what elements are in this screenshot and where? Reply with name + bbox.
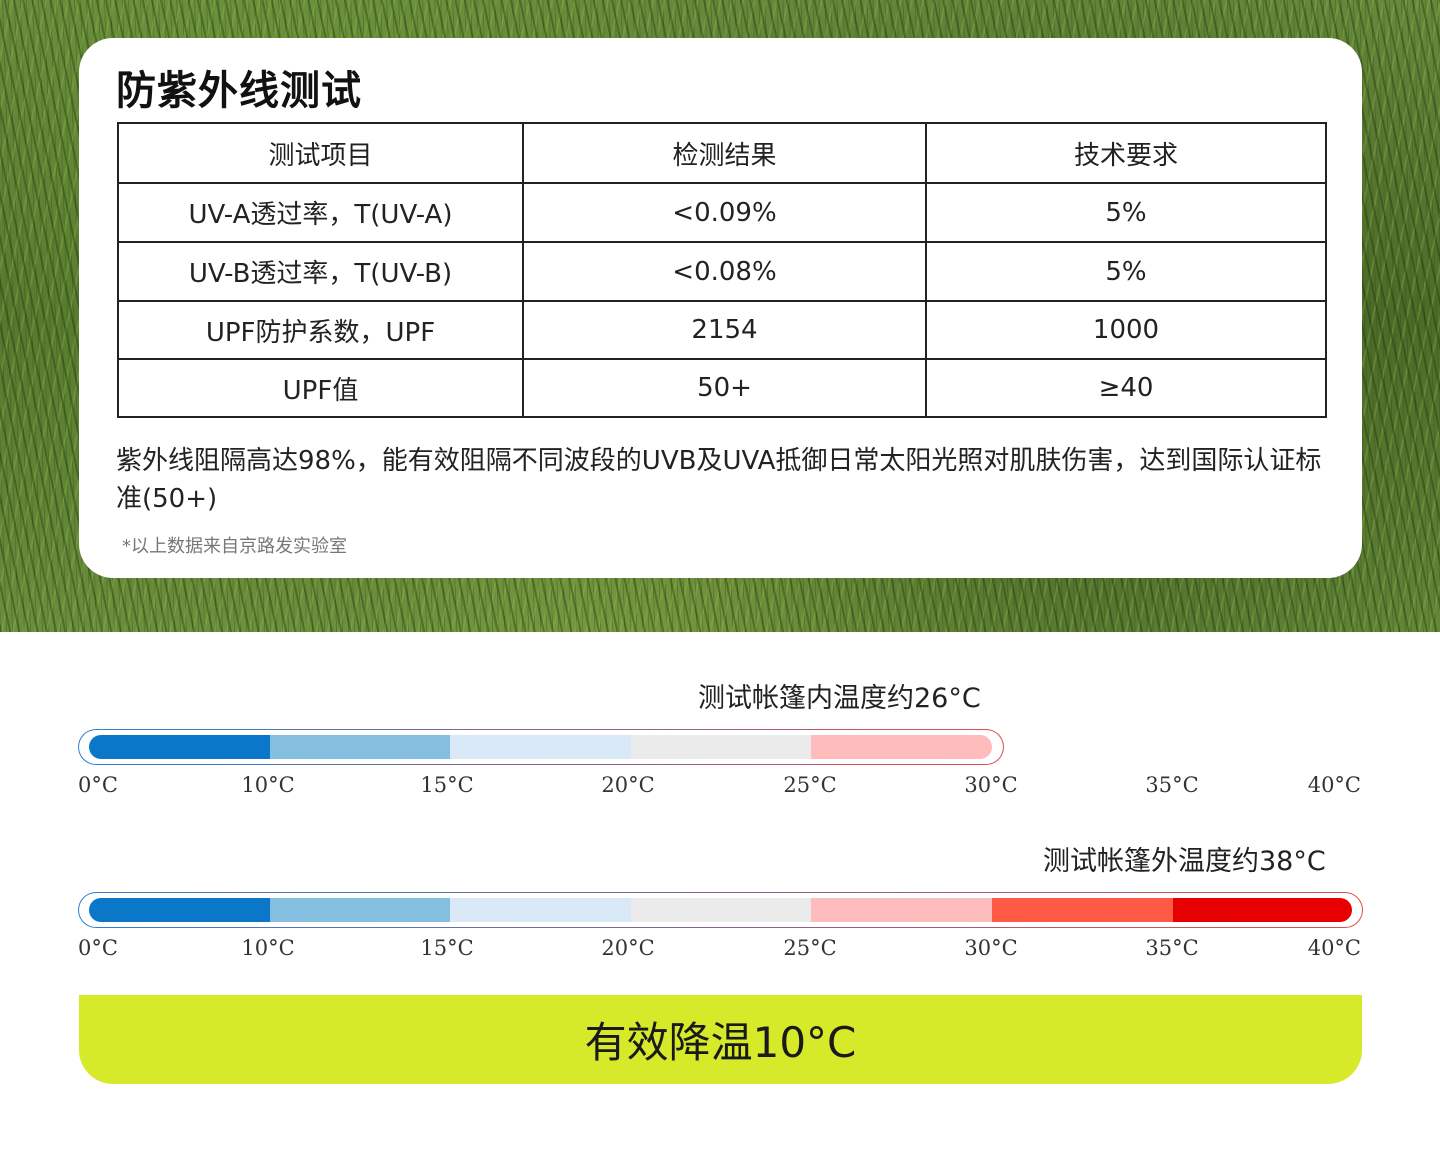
table-cell: 5% bbox=[925, 243, 1325, 300]
temperature-segment bbox=[450, 735, 632, 759]
scale-tick-label: 30°C bbox=[964, 773, 1018, 797]
scale-tick-label: 30°C bbox=[964, 936, 1018, 960]
scale-tick-label: 15°C bbox=[420, 773, 474, 797]
scale-tick-label: 20°C bbox=[601, 936, 655, 960]
scale-tick-label: 10°C bbox=[241, 936, 295, 960]
table-cell: 1000 bbox=[925, 302, 1325, 358]
temperature-segment bbox=[269, 735, 452, 759]
temperature-segment bbox=[1172, 898, 1352, 922]
table-header-cell: 检测结果 bbox=[522, 124, 925, 182]
outside-temperature-bar bbox=[89, 898, 1352, 922]
temperature-segment bbox=[992, 898, 1174, 922]
table-cell: UPF值 bbox=[282, 375, 359, 406]
table-row: UPF防护系数，UPF 2154 1000 bbox=[119, 300, 1325, 358]
table-row: UPF值 50+ ≥40 bbox=[119, 358, 1325, 416]
scale-tick-label: 40°C bbox=[1307, 936, 1361, 960]
scale-tick-label: 10°C bbox=[241, 773, 295, 797]
inside-temperature-bar bbox=[89, 735, 992, 759]
scale-tick-label: 35°C bbox=[1145, 936, 1199, 960]
temperature-segment bbox=[811, 898, 993, 922]
uv-description: 紫外线阻隔高达98%，能有效阻隔不同波段的UVB及UVA抵御日常太阳光照对肌肤伤… bbox=[116, 446, 1322, 514]
table-cell: 5% bbox=[925, 184, 1325, 241]
temperature-segment bbox=[89, 898, 271, 922]
temperature-segment bbox=[269, 898, 452, 922]
table-header-cell: 技术要求 bbox=[925, 124, 1325, 182]
table-cell: ≥40 bbox=[925, 360, 1325, 416]
scale-tick-label: 0°C bbox=[78, 773, 118, 797]
scale-tick-label: 40°C bbox=[1307, 773, 1361, 797]
table-cell: UV-A透过率，T(UV-A) bbox=[188, 200, 453, 230]
temperature-segment bbox=[630, 898, 813, 922]
table-cell: <0.08% bbox=[522, 243, 925, 300]
scale-tick-label: 35°C bbox=[1145, 773, 1199, 797]
scale-tick-label: 25°C bbox=[783, 936, 837, 960]
table-header-cell: 测试项目 bbox=[268, 140, 373, 171]
table-cell: <0.09% bbox=[522, 184, 925, 241]
cooling-banner: 有效降温10°C bbox=[79, 995, 1362, 1084]
table-header-row: 测试项目 检测结果 技术要求 bbox=[119, 124, 1325, 182]
table-cell: UPF防护系数，UPF bbox=[205, 317, 436, 348]
temperature-segment bbox=[630, 735, 813, 759]
scale-tick-label: 25°C bbox=[783, 773, 837, 797]
temperature-segment bbox=[811, 735, 992, 759]
table-row: UV-A透过率，T(UV-A) <0.09% 5% bbox=[119, 182, 1325, 241]
temperature-segment bbox=[450, 898, 632, 922]
scale-tick-label: 0°C bbox=[78, 936, 118, 960]
table-cell: 2154 bbox=[522, 302, 925, 358]
uv-test-card: 防紫外线测试 测试项目 检测结果 技术要求 UV-A透过率，T(UV-A) <0… bbox=[79, 38, 1362, 578]
table-cell: UV-B透过率，T(UV-B) bbox=[188, 259, 453, 289]
temperature-segment bbox=[89, 735, 271, 759]
uv-test-title: 防紫外线测试 bbox=[116, 68, 362, 114]
scale-tick-label: 15°C bbox=[420, 936, 474, 960]
inside-temperature-caption: 测试帐篷内温度约26°C bbox=[698, 683, 981, 714]
scale-tick-label: 20°C bbox=[601, 773, 655, 797]
table-cell: 50+ bbox=[522, 360, 925, 416]
outside-temperature-caption: 测试帐篷外温度约38°C bbox=[1043, 846, 1326, 877]
table-row: UV-B透过率，T(UV-B) <0.08% 5% bbox=[119, 241, 1325, 300]
data-source-note: *以上数据来自京路发实验室 bbox=[122, 536, 347, 557]
uv-test-table: 测试项目 检测结果 技术要求 UV-A透过率，T(UV-A) <0.09% 5%… bbox=[117, 122, 1327, 418]
